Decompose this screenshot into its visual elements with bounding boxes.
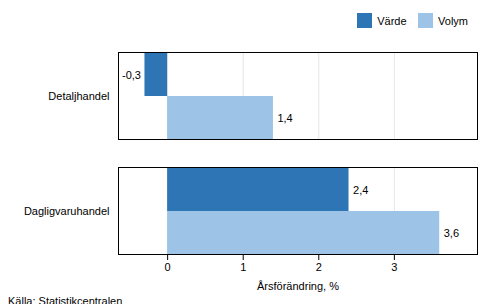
- svg-text:1,4: 1,4: [277, 111, 292, 123]
- html-text:Värde: Värde: [377, 14, 407, 27]
- svg-text:2: 2: [316, 261, 322, 273]
- svg-text:0: 0: [165, 261, 171, 273]
- svg-text:3: 3: [391, 261, 397, 273]
- svg-text:1: 1: [240, 261, 246, 273]
- svg-text:-0,3: -0,3: [122, 68, 141, 80]
- svg-text:2,4: 2,4: [353, 183, 368, 195]
- html-text:Volym: Volym: [438, 14, 468, 27]
- svg-text:Dagligvaruhandel: Dagligvaruhandel: [24, 204, 110, 216]
- svg-text:Årsförändring, %: Årsförändring, %: [257, 279, 339, 291]
- svg-text:3,6: 3,6: [444, 226, 459, 238]
- svg-text:Detaljhandel: Detaljhandel: [48, 89, 109, 101]
